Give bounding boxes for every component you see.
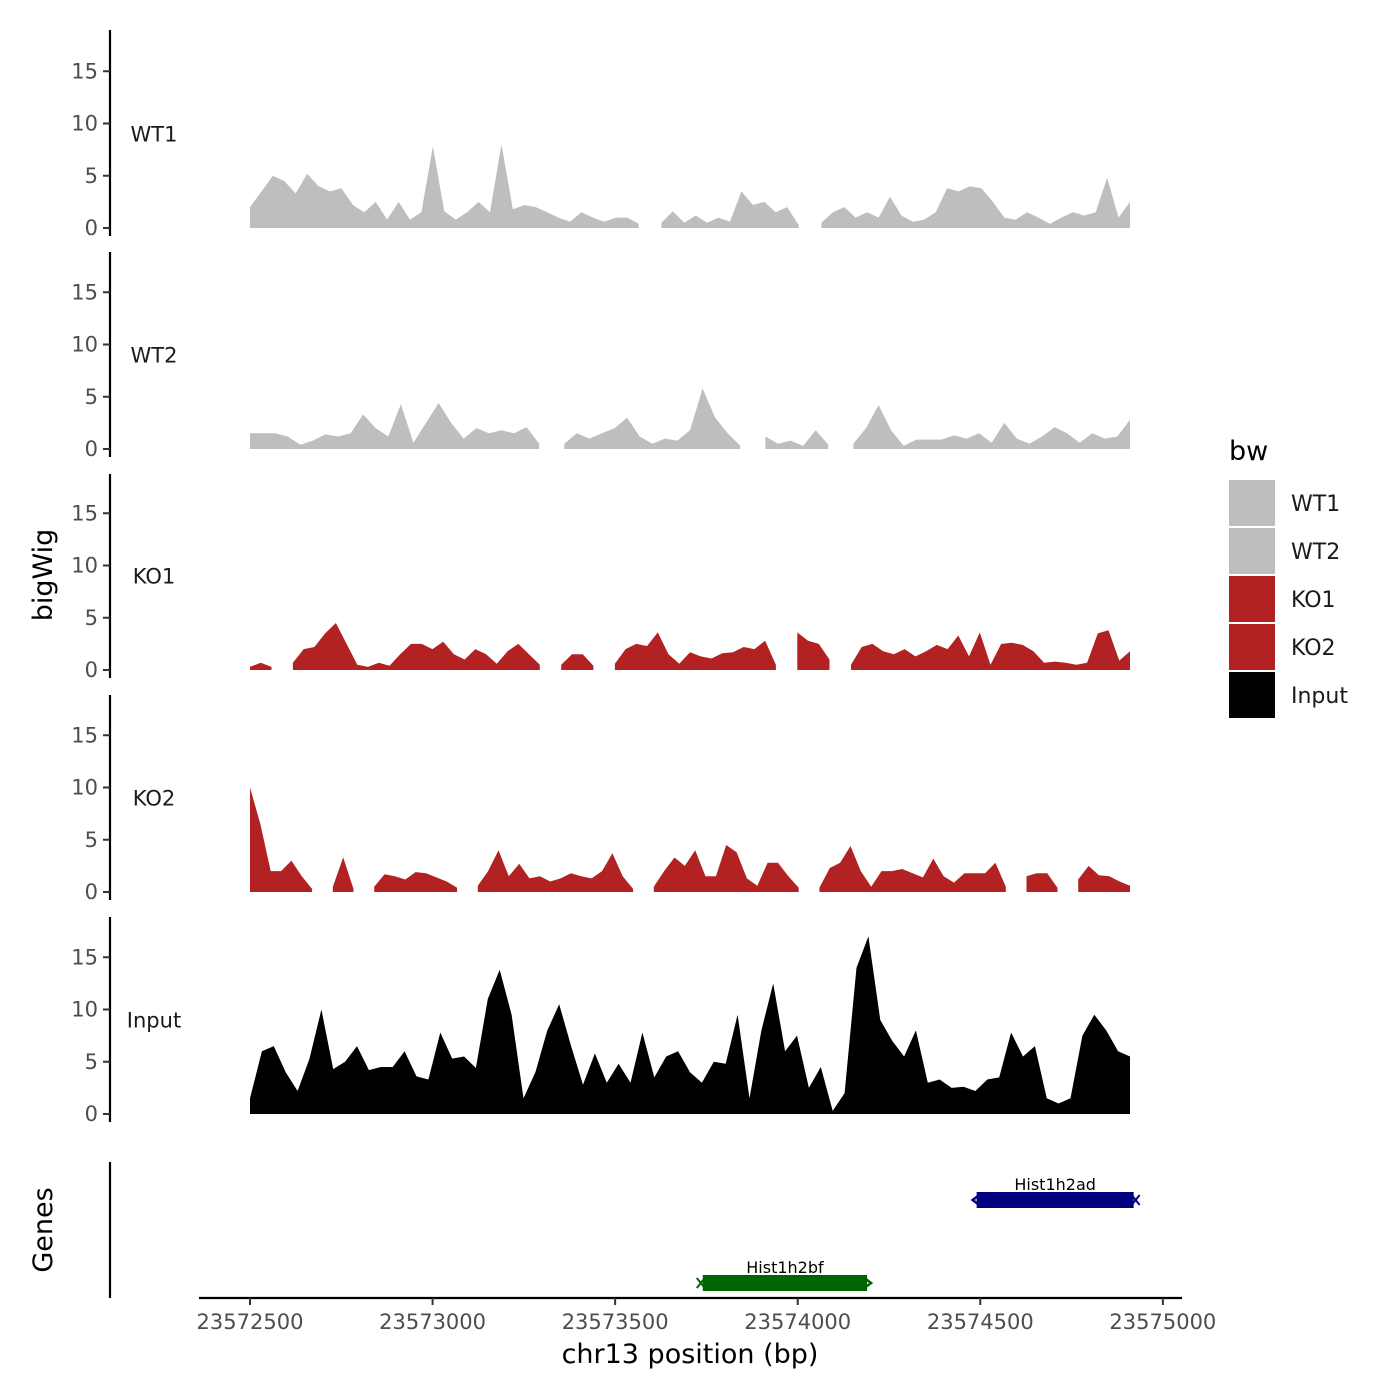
y-tick-label: 10	[71, 333, 98, 357]
y-tick-label: 10	[71, 998, 98, 1022]
series-area-wt2	[250, 388, 1130, 449]
gene-hist1h2ad: Hist1h2ad	[970, 1175, 1141, 1208]
y-tick-label: 15	[71, 59, 98, 83]
legend-swatch	[1229, 672, 1275, 718]
y-tick-label: 10	[71, 112, 98, 136]
y-tick-label: 10	[71, 776, 98, 800]
panel-ko1: 0 5 10 15 KO1	[71, 474, 1130, 682]
y-tick-label: 5	[85, 1050, 98, 1074]
x-tick-label: 23573000	[379, 1310, 486, 1334]
panel-wt2: 0 5 10 15 WT2	[71, 252, 1130, 461]
y-tick-label: 5	[85, 828, 98, 852]
y-tick-label: 5	[85, 385, 98, 409]
series-area-wt1	[250, 144, 1130, 228]
y-tick-label: 15	[71, 280, 98, 304]
legend-title: bw	[1229, 436, 1268, 467]
legend-swatch	[1229, 576, 1275, 622]
strand-mark	[1130, 1194, 1141, 1206]
legend-swatch	[1229, 624, 1275, 670]
legend-item-wt1: WT1	[1229, 480, 1340, 526]
panel-label: KO1	[133, 564, 176, 588]
panel-label: WT2	[131, 343, 178, 367]
legend-swatch	[1229, 528, 1275, 574]
strand-mark	[695, 1277, 706, 1289]
y-tick-label: 15	[71, 723, 98, 747]
legend-item-ko1: KO1	[1229, 576, 1336, 622]
gene-body	[702, 1275, 868, 1291]
gene-label: Hist1h2bf	[746, 1258, 824, 1277]
y-tick-label: 0	[85, 658, 98, 682]
signal-panels: 0 5 10 15 WT1 0 5 10 15 WT2 0 5 10 15 KO1 0 5 10 15 KO2 0 5 10…	[71, 30, 1130, 1126]
panel-wt1: 0 5 10 15 WT1	[71, 30, 1130, 240]
gene-hist1h2bf: Hist1h2bf	[695, 1258, 874, 1291]
legend-item-input: Input	[1229, 672, 1348, 718]
legend-label: WT2	[1291, 540, 1340, 565]
panel-input: 0 5 10 15 Input	[71, 917, 1130, 1126]
panel-ko2: 0 5 10 15 KO2	[71, 695, 1130, 904]
y-tick-label: 15	[71, 945, 98, 969]
x-tick-label: 23572500	[197, 1310, 304, 1334]
series-area-ko2	[250, 787, 1130, 892]
y-tick-label: 5	[85, 606, 98, 630]
x-tick-label: 23574000	[744, 1310, 851, 1334]
genes-axis-title: Genes	[28, 1187, 59, 1272]
panel-label: KO2	[133, 786, 176, 810]
strand-arrow	[970, 1193, 982, 1207]
x-axis-title: chr13 position (bp)	[562, 1339, 819, 1370]
y-tick-label: 0	[85, 880, 98, 904]
x-tick-label: 23575000	[1109, 1310, 1216, 1334]
series-area-ko1	[250, 623, 1130, 670]
y-axis-title: bigWig	[28, 529, 59, 622]
y-tick-label: 15	[71, 501, 98, 525]
gene-label: Hist1h2ad	[1014, 1175, 1096, 1194]
y-tick-label: 5	[85, 164, 98, 188]
y-tick-label: 10	[71, 554, 98, 578]
legend-label: WT1	[1291, 492, 1340, 517]
panel-label: Input	[127, 1008, 181, 1032]
genes-panel: Hist1h2ad Hist1h2bf	[108, 1162, 1141, 1298]
y-tick-label: 0	[85, 1102, 98, 1126]
panel-label: WT1	[131, 122, 178, 146]
legend-item-wt2: WT2	[1229, 528, 1340, 574]
x-tick-label: 23574500	[927, 1310, 1034, 1334]
y-tick-label: 0	[85, 216, 98, 240]
legend-label: KO2	[1291, 636, 1336, 661]
legend-label: Input	[1291, 684, 1348, 709]
legend: bw WT1 WT2 KO1 KO2 Input	[1229, 436, 1348, 718]
strand-arrow	[862, 1276, 874, 1290]
x-tick-label: 23573500	[562, 1310, 669, 1334]
y-tick-label: 0	[85, 437, 98, 461]
legend-swatch	[1229, 480, 1275, 526]
legend-item-ko2: KO2	[1229, 624, 1336, 670]
series-area-input	[250, 936, 1130, 1114]
legend-label: KO1	[1291, 588, 1336, 613]
x-axis: 23572500 23573000 23573500 23574000 23574500…	[197, 1296, 1216, 1334]
gene-body	[976, 1192, 1134, 1208]
